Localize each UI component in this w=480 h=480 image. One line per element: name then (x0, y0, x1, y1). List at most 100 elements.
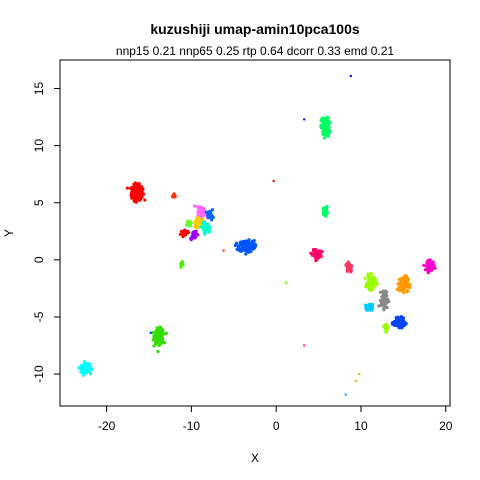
data-point (135, 182, 139, 186)
data-point (159, 341, 163, 345)
data-point (363, 276, 367, 280)
data-point (136, 190, 140, 194)
cluster-5 (321, 204, 330, 218)
data-point (241, 245, 245, 249)
data-point (399, 315, 403, 319)
data-point (81, 364, 85, 368)
data-point (322, 136, 326, 140)
data-point (322, 118, 326, 122)
data-point (399, 277, 403, 281)
data-point (164, 331, 168, 335)
data-point (368, 272, 372, 276)
data-point (317, 249, 321, 253)
data-point (82, 360, 86, 364)
data-point (132, 190, 137, 194)
data-point (319, 118, 323, 122)
data-point (431, 260, 435, 264)
data-point (130, 186, 134, 190)
data-point (137, 196, 141, 200)
x-tick-label: 10 (354, 419, 368, 433)
data-point (201, 221, 205, 225)
data-point (245, 244, 249, 249)
data-point (194, 233, 198, 237)
data-point (405, 290, 409, 294)
data-point (368, 286, 372, 290)
data-point (394, 323, 398, 328)
data-point (198, 207, 202, 211)
x-axis: -20 -10 0 10 20 (98, 406, 453, 433)
data-point (323, 127, 327, 131)
y-tick-label: -5 (32, 311, 46, 322)
data-point (391, 321, 395, 325)
data-point (384, 330, 388, 334)
data-point (249, 243, 253, 247)
x-tick-label: 0 (273, 419, 280, 433)
data-point (323, 133, 327, 137)
data-point (241, 239, 245, 243)
data-point (384, 295, 388, 300)
data-point (135, 187, 139, 192)
data-point (193, 204, 197, 208)
data-point (141, 187, 145, 191)
data-point (183, 230, 188, 234)
x-axis-label: X (251, 451, 259, 465)
data-point (244, 252, 248, 256)
data-point (129, 193, 134, 197)
data-point (397, 321, 401, 325)
outlier-point (303, 344, 306, 347)
data-point (143, 198, 147, 202)
data-point (370, 276, 374, 280)
data-point (178, 232, 182, 236)
data-point (371, 279, 375, 283)
data-point (157, 343, 161, 348)
data-point (322, 208, 326, 212)
data-point (404, 283, 408, 287)
data-point (324, 211, 328, 215)
data-point (151, 330, 155, 335)
data-point (207, 225, 211, 229)
data-point (156, 329, 160, 333)
y-axis: -10 -5 0 5 10 15 (32, 82, 60, 383)
data-point (159, 336, 163, 340)
data-point (383, 289, 388, 293)
cluster-18 (189, 229, 200, 242)
data-point (140, 195, 144, 199)
data-point (183, 233, 187, 237)
data-point (372, 282, 376, 286)
data-point (382, 308, 386, 312)
data-point (400, 326, 404, 330)
data-point (253, 243, 258, 247)
data-point (325, 117, 329, 121)
data-point (426, 261, 430, 266)
data-point (155, 339, 159, 343)
outlier-point (358, 372, 361, 376)
data-point (156, 334, 160, 338)
data-point (245, 240, 249, 245)
cluster-19 (178, 228, 191, 239)
data-point (366, 275, 370, 279)
data-point (210, 216, 214, 220)
cluster-2 (151, 325, 168, 354)
cluster-8 (390, 315, 408, 330)
chart-title: kuzushiji umap-amin10pca100s (150, 21, 360, 37)
data-point (395, 319, 399, 323)
outlier-point (349, 74, 352, 78)
x-tick-label: 20 (439, 419, 453, 433)
cluster-14 (344, 260, 354, 274)
cluster-16 (193, 215, 206, 230)
data-point (324, 130, 328, 134)
y-tick-label: 0 (32, 256, 46, 263)
cluster-11 (363, 302, 375, 312)
data-point (349, 267, 353, 271)
data-point (386, 299, 390, 303)
data-point (250, 247, 254, 251)
data-point (207, 228, 211, 232)
data-point (327, 126, 331, 130)
data-point (194, 226, 198, 230)
data-point (207, 214, 211, 218)
plot-frame (59, 59, 451, 407)
data-point (383, 301, 387, 305)
data-point (160, 333, 164, 337)
data-point (172, 194, 176, 198)
data-point (125, 186, 129, 190)
